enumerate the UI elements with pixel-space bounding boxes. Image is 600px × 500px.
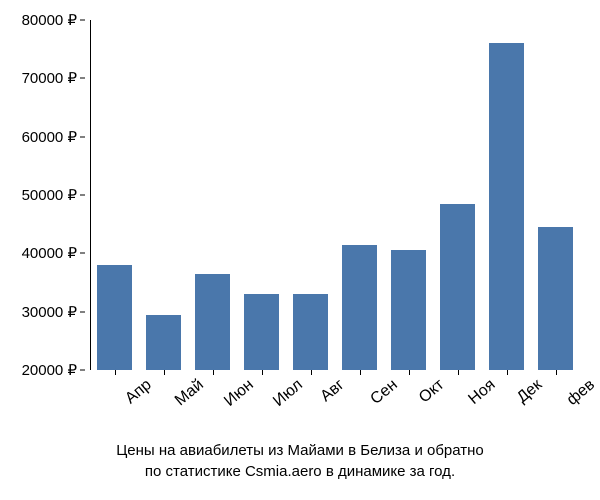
x-axis: АпрМайИюнИюлАвгСенОктНояДекфев [90,370,580,440]
y-tick-label: 50000 ₽ [22,186,77,204]
y-tick-mark [80,311,85,312]
chart-caption: Цены на авиабилеты из Майами в Белиза и … [0,440,600,482]
x-tick-mark [115,370,116,375]
bar [342,245,377,370]
x-tick-mark [409,370,410,375]
x-tick-label: Апр [122,376,155,408]
x-tick-label: Июл [270,376,306,411]
x-tick-label: Сен [367,376,401,409]
bar [97,265,132,370]
bar [195,274,230,370]
y-tick-label: 20000 ₽ [22,361,77,379]
bars-area [90,20,580,370]
bar [293,294,328,370]
y-tick-label: 70000 ₽ [22,69,77,87]
x-tick-label: Май [171,376,207,410]
x-tick-label: Авг [317,376,348,406]
caption-line2: по статистике Csmia.aero в динамике за г… [145,463,455,480]
bar [440,204,475,370]
x-tick-mark [213,370,214,375]
chart-container: 20000 ₽30000 ₽40000 ₽50000 ₽60000 ₽70000… [90,20,580,370]
bar [489,43,524,370]
x-tick-label: Дек [513,376,545,407]
y-tick-mark [80,370,85,371]
x-tick-label: Июн [221,376,257,411]
y-tick-label: 80000 ₽ [22,11,77,29]
bar [538,227,573,370]
y-tick-mark [80,195,85,196]
x-tick-mark [311,370,312,375]
y-tick-mark [80,78,85,79]
x-tick-mark [164,370,165,375]
x-tick-mark [556,370,557,375]
caption-line1: Цены на авиабилеты из Майами в Белиза и … [116,442,484,459]
y-tick-label: 60000 ₽ [22,128,77,146]
y-tick-label: 40000 ₽ [22,244,77,262]
bar [391,250,426,370]
x-tick-mark [360,370,361,375]
y-tick-mark [80,136,85,137]
x-tick-label: Ноя [465,376,499,409]
y-tick-mark [80,253,85,254]
y-tick-mark [80,20,85,21]
x-tick-mark [507,370,508,375]
x-tick-mark [458,370,459,375]
y-tick-label: 30000 ₽ [22,303,77,321]
bar [244,294,279,370]
y-axis: 20000 ₽30000 ₽40000 ₽50000 ₽60000 ₽70000… [0,20,85,370]
x-tick-label: Окт [415,376,447,407]
bar [146,315,181,370]
x-tick-mark [262,370,263,375]
x-tick-label: фев [563,376,598,409]
